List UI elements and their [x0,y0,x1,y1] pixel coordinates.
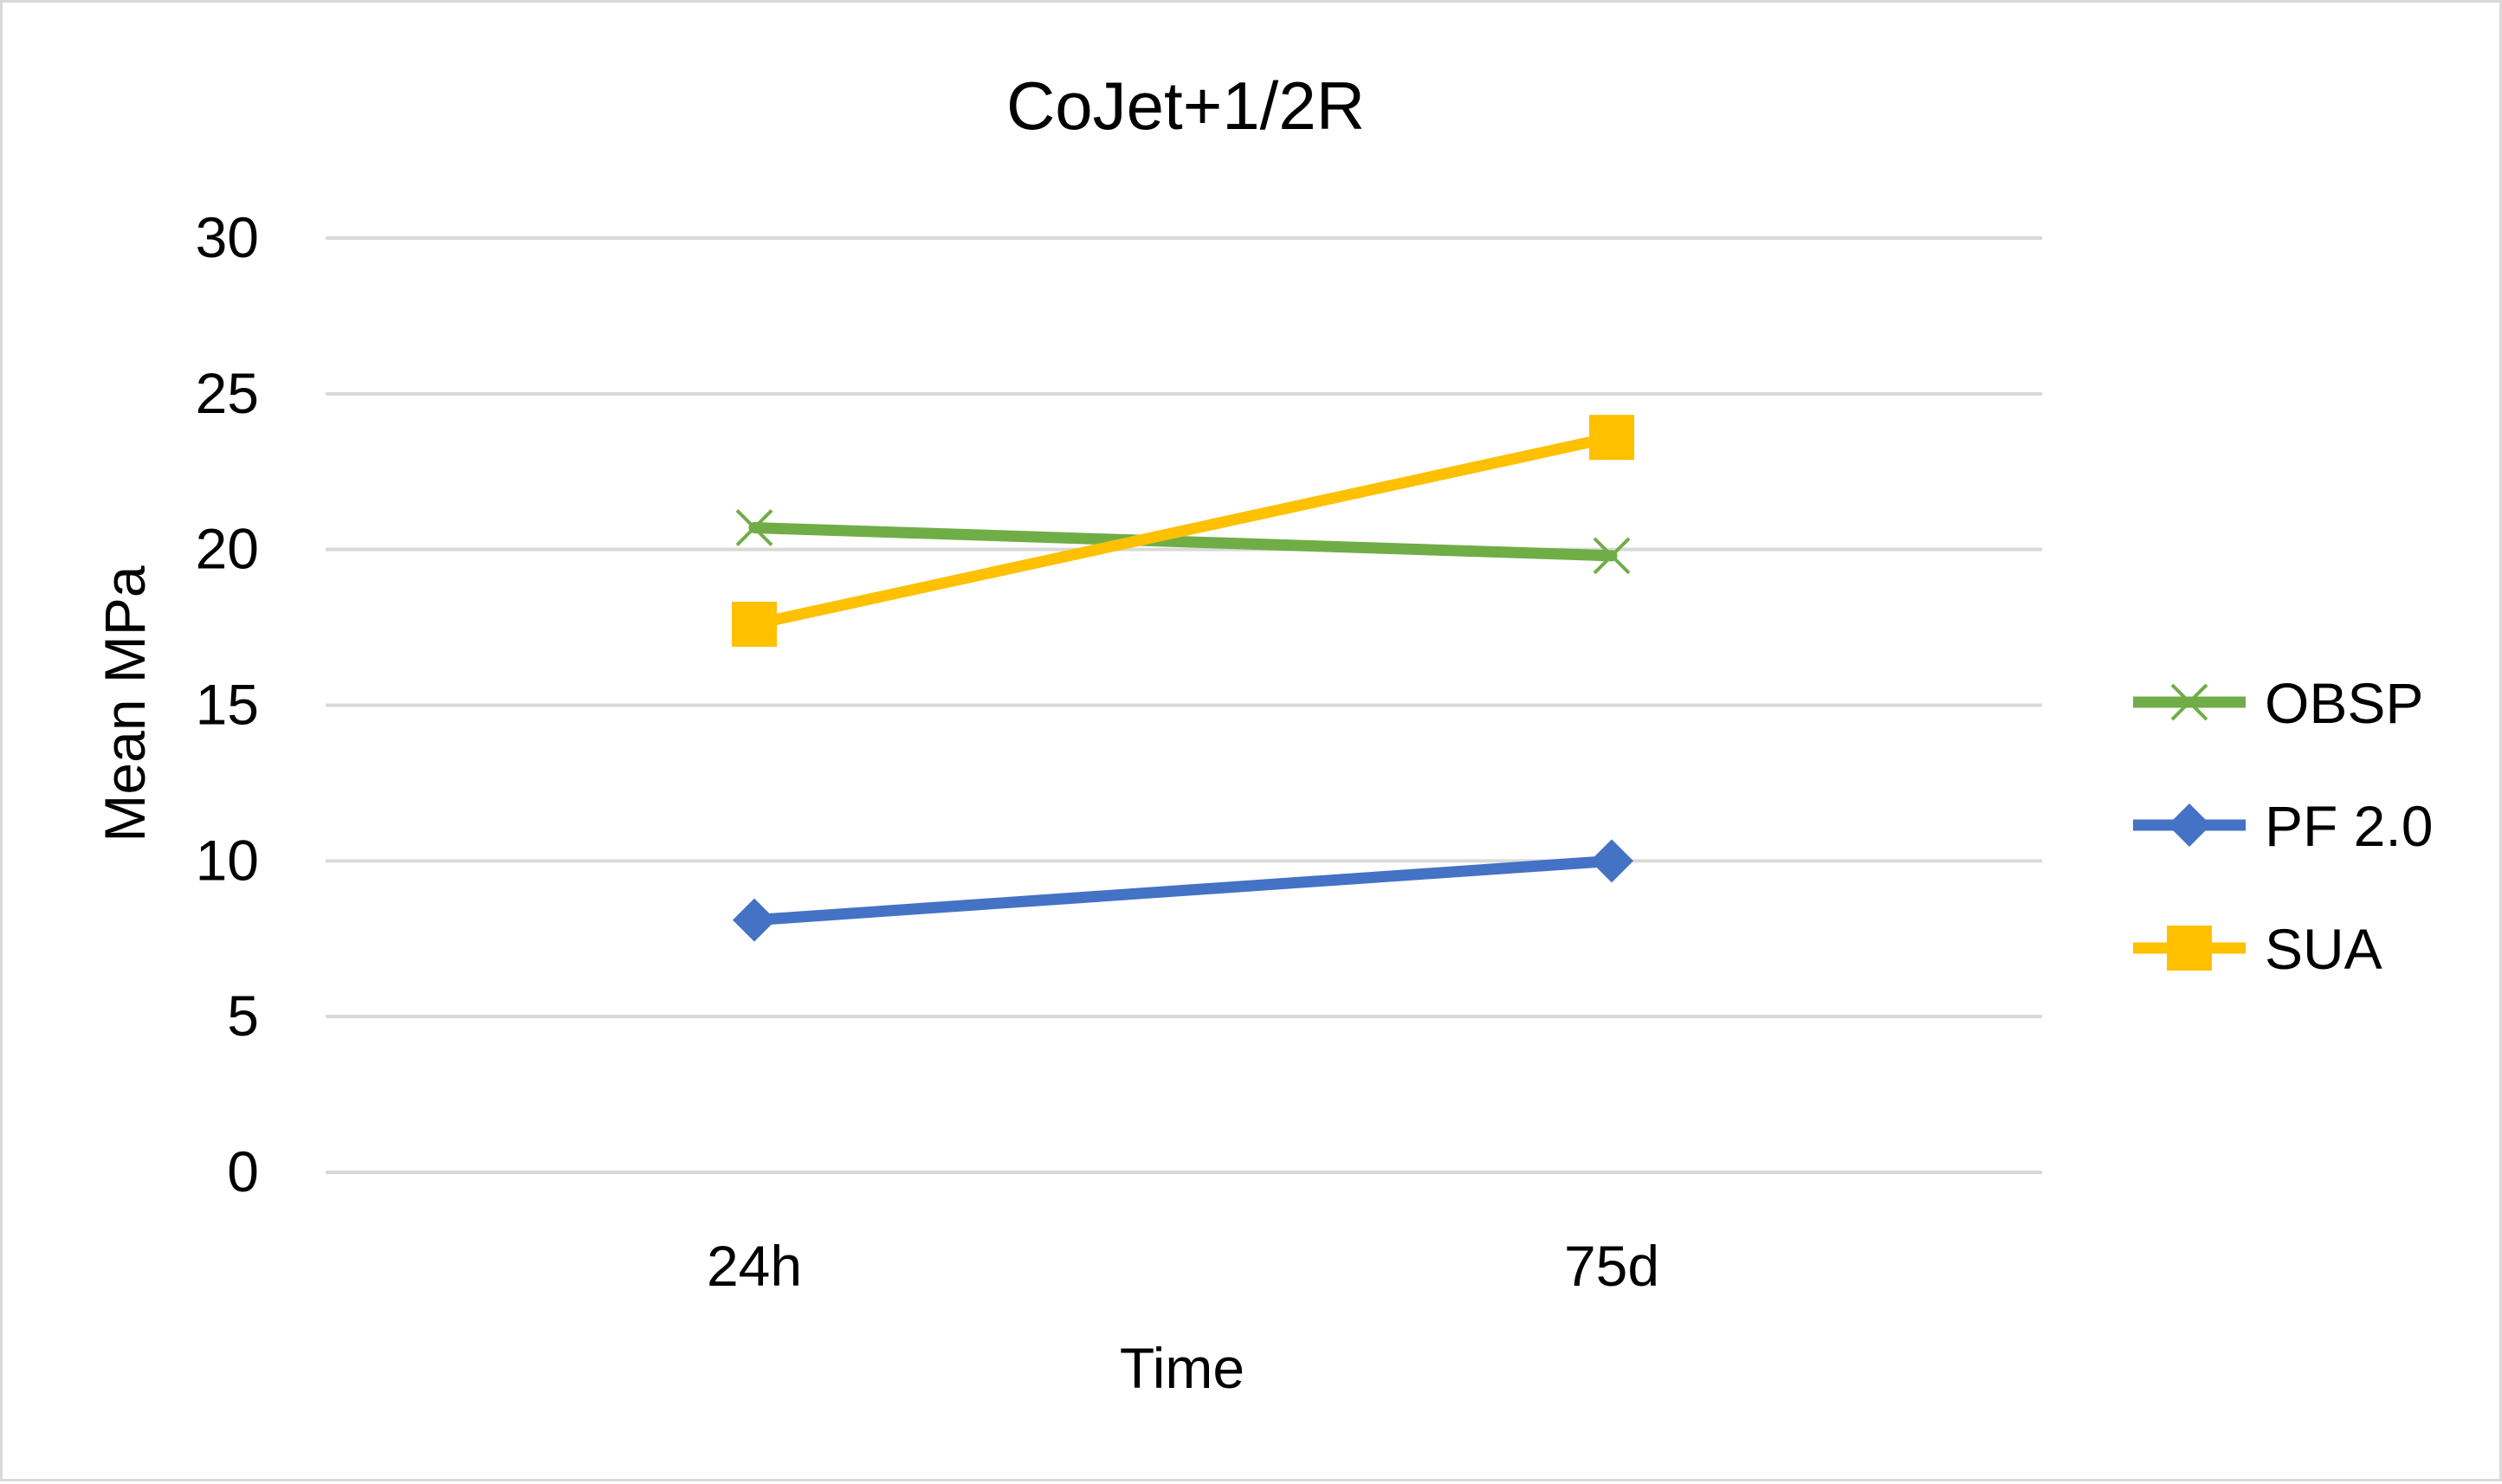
gridlines [326,236,2042,1174]
series-lines [732,415,1634,942]
y-tick-label: 25 [196,361,259,425]
legend-item: PF 2.0 [2133,794,2433,858]
legend-label: OBSP [2265,671,2423,735]
x-tick-label: 24h [707,1234,802,1298]
chart-title: CoJet+1/2R [1006,68,1365,144]
x-axis-label: Time [1120,1336,1245,1400]
data-point [1593,537,1631,575]
data-point [733,898,776,942]
x-tick-label: 75d [1564,1234,1659,1298]
y-tick-label: 15 [196,673,259,737]
legend-marker [2170,683,2208,721]
x-tick-labels: 24h 75d [707,1234,1659,1298]
series-line [748,855,1618,926]
line-chart: CoJet+1/2R Mean MPa Time 0 5 10 15 20 25 30 24… [93,68,2433,1400]
y-tick-label: 20 [196,517,259,581]
y-tick-labels: 0 5 10 15 20 25 30 [196,205,259,1203]
data-point [732,601,777,647]
legend-item: SUA [2133,917,2382,981]
legend-label: SUA [2265,917,2382,981]
data-point [1589,415,1634,461]
series-sua [732,415,1634,647]
data-point [1590,839,1633,883]
legend-marker [2167,926,2212,971]
y-tick-label: 30 [196,205,259,269]
series-obsp [735,509,1631,575]
data-point [735,509,773,546]
y-tick-label: 5 [227,984,259,1048]
series-line [748,431,1618,630]
y-tick-label: 0 [227,1139,259,1203]
y-axis-label: Mean MPa [93,565,157,842]
series-line [748,521,1618,562]
legend-marker [2168,803,2211,847]
legend-item: OBSP [2133,671,2423,735]
y-tick-label: 10 [196,828,259,892]
legend-label: PF 2.0 [2265,794,2433,858]
series-pf-2-0 [733,839,1633,942]
legend: OBSP PF 2.0 SUA [2133,671,2433,981]
